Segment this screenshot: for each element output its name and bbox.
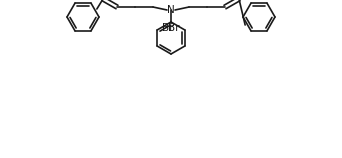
Text: Br: Br: [162, 23, 174, 33]
Text: N: N: [167, 5, 175, 15]
Text: Br: Br: [168, 23, 180, 33]
